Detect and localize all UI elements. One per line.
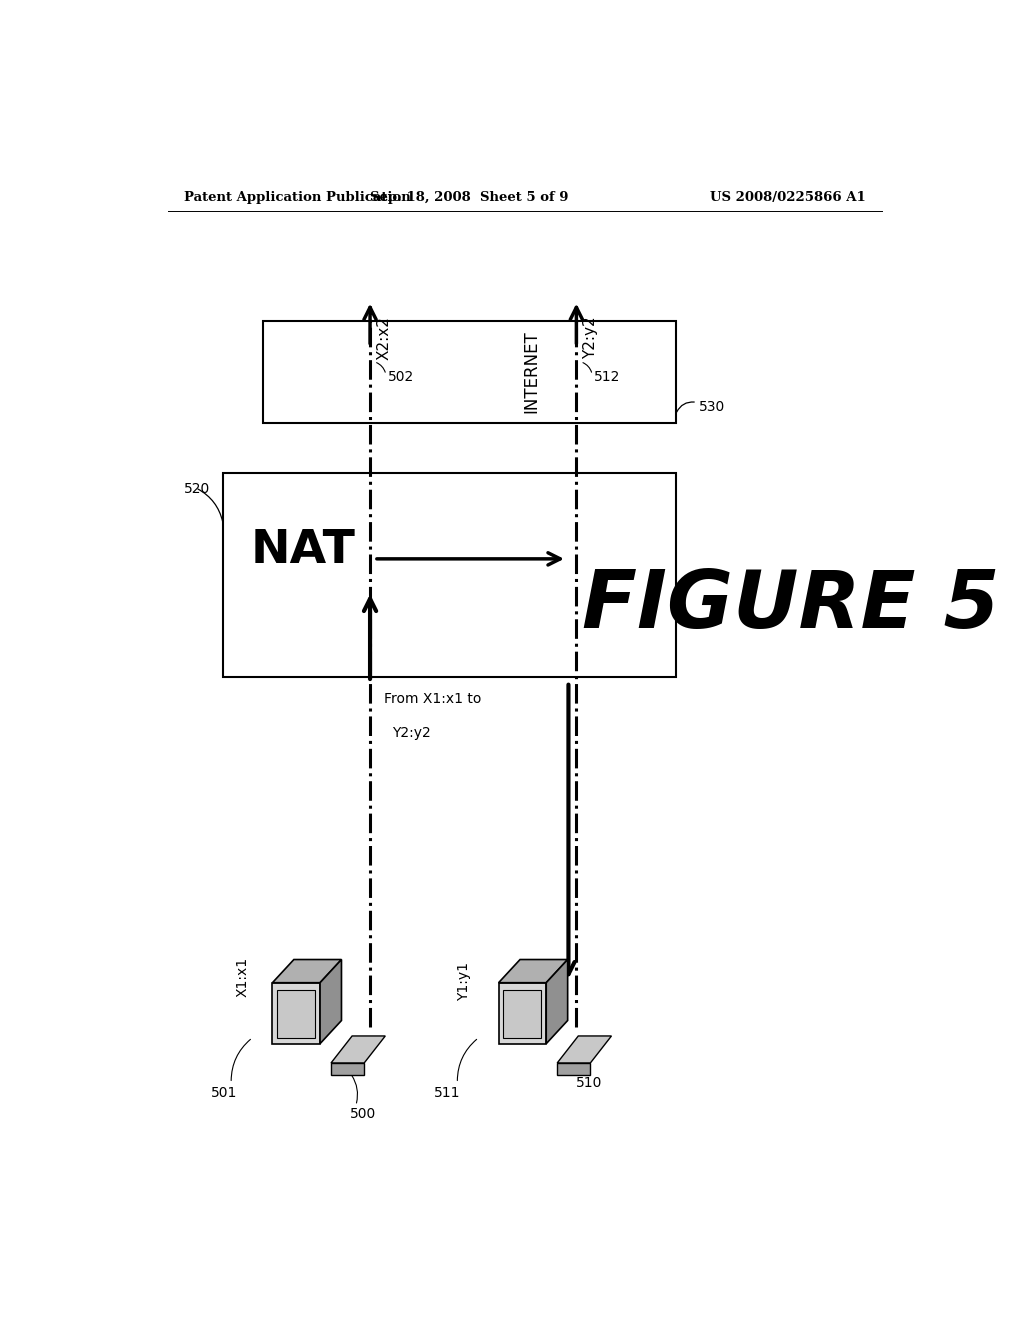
Text: 500: 500	[350, 1106, 377, 1121]
Text: FIGURE 5: FIGURE 5	[582, 566, 999, 644]
Polygon shape	[546, 960, 567, 1044]
Text: Y2:y2: Y2:y2	[583, 315, 598, 359]
Polygon shape	[272, 960, 341, 982]
Text: Sep. 18, 2008  Sheet 5 of 9: Sep. 18, 2008 Sheet 5 of 9	[370, 190, 568, 203]
Text: NAT: NAT	[251, 528, 356, 573]
Text: Y2:y2: Y2:y2	[392, 726, 431, 739]
Polygon shape	[499, 960, 567, 982]
Polygon shape	[557, 1036, 611, 1063]
Polygon shape	[557, 1063, 591, 1074]
Text: 510: 510	[577, 1076, 603, 1090]
Text: 530: 530	[699, 400, 726, 414]
Text: X2:x2: X2:x2	[377, 315, 391, 360]
Text: 502: 502	[387, 370, 414, 384]
Text: 511: 511	[433, 1086, 460, 1101]
Text: X1:x1: X1:x1	[236, 957, 249, 997]
Polygon shape	[331, 1036, 385, 1063]
Text: INTERNET: INTERNET	[522, 330, 540, 413]
Polygon shape	[331, 1063, 365, 1074]
Polygon shape	[272, 982, 321, 1044]
Text: Patent Application Publication: Patent Application Publication	[183, 190, 411, 203]
Text: 501: 501	[211, 1086, 238, 1101]
Polygon shape	[321, 960, 341, 1044]
Text: From X1:x1 to: From X1:x1 to	[384, 692, 481, 706]
Bar	[263, 321, 676, 422]
Polygon shape	[278, 990, 315, 1038]
Text: 512: 512	[594, 370, 621, 384]
Text: 520: 520	[183, 482, 210, 496]
Text: US 2008/0225866 A1: US 2008/0225866 A1	[711, 190, 866, 203]
Polygon shape	[504, 990, 542, 1038]
Polygon shape	[499, 982, 546, 1044]
Bar	[223, 474, 676, 677]
Text: Y1:y1: Y1:y1	[458, 962, 471, 1001]
